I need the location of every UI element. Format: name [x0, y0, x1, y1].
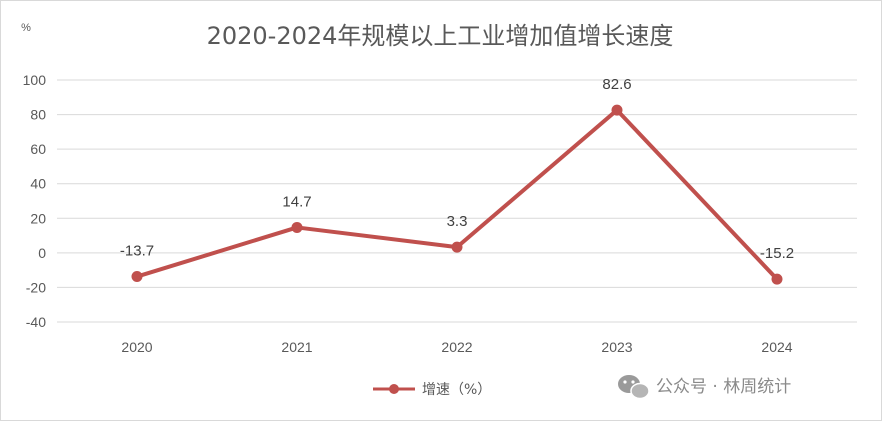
- data-point: [611, 104, 623, 116]
- y-tick-label: 60: [30, 141, 46, 157]
- legend: 增速（%）: [373, 382, 491, 398]
- series-group: [131, 104, 783, 285]
- y-unit-label: %: [21, 22, 31, 34]
- x-tick-label: 2024: [761, 339, 792, 355]
- y-tick-label: -40: [26, 314, 46, 330]
- data-point: [291, 221, 303, 233]
- legend-label: 增速（%）: [422, 382, 491, 398]
- y-tick-label: -20: [26, 279, 46, 295]
- data-label: 82.6: [602, 76, 631, 93]
- series-line: [136, 108, 779, 281]
- data-label: 14.7: [282, 193, 311, 210]
- watermark-text: 公众号 · 林周统计: [656, 377, 791, 397]
- x-tick-label: 2022: [441, 339, 472, 355]
- y-tick-label: 80: [30, 107, 46, 123]
- data-label: -13.7: [120, 243, 154, 260]
- x-tick-label: 2020: [121, 339, 152, 355]
- y-tick-label: 20: [30, 210, 46, 226]
- x-tick-label: 2023: [601, 339, 632, 355]
- x-tick-label: 2021: [281, 339, 312, 355]
- chart-title: 2020-2024年规模以上工业增加值增长速度: [207, 22, 674, 50]
- data-point: [131, 271, 143, 283]
- data-point: [771, 273, 783, 285]
- y-tick-label: 100: [23, 72, 47, 88]
- data-labels: -13.7 14.7 3.3 82.6 -15.2: [120, 76, 794, 262]
- legend-marker: [389, 384, 399, 394]
- data-point: [451, 241, 463, 253]
- data-label: -15.2: [760, 245, 794, 262]
- y-axis-ticks: -40 -20 0 20 40 60 80 100: [23, 72, 47, 330]
- x-axis-ticks: 2020 2021 2022 2023 2024: [121, 339, 792, 355]
- y-tick-label: 0: [38, 245, 46, 261]
- watermark: 公众号 · 林周统计: [618, 375, 791, 400]
- data-label: 3.3: [447, 213, 468, 230]
- y-tick-label: 40: [30, 176, 46, 192]
- grid-lines: [57, 79, 857, 323]
- wechat-icon: [618, 375, 650, 400]
